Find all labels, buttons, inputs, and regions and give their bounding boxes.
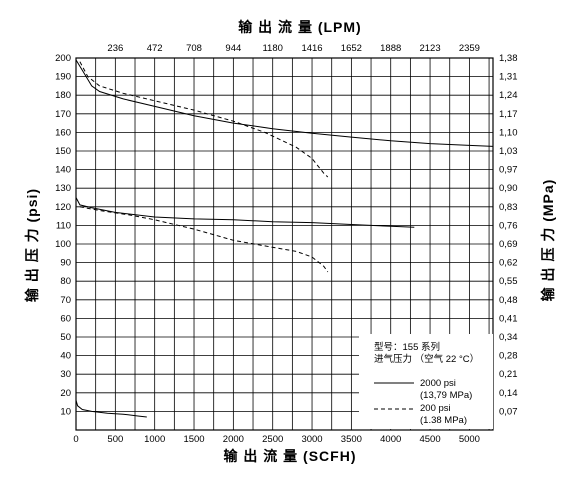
x-tick-label: 4000 <box>380 434 401 445</box>
right-tick-label: 1,17 <box>499 109 518 120</box>
top-tick-label: 2359 <box>459 43 480 54</box>
y-tick-label: 150 <box>55 146 71 157</box>
legend: 型号：155 系列 进气压力 （空气 22 °C） 2000 psi (13,7… <box>359 334 493 429</box>
legend-model: 型号：155 系列 <box>374 341 440 353</box>
y-tick-label: 70 <box>60 295 71 306</box>
tick-labels: 0 500 1000 1500 2000 2500 3000 3500 4000 4500 5000… <box>55 43 517 445</box>
series-line-solid <box>75 400 147 418</box>
top-axis-title: 输 出 流 量 (LPM) <box>238 19 361 35</box>
series-line-solid <box>75 197 415 228</box>
right-tick-label: 0,34 <box>499 332 518 343</box>
right-tick-label: 1,31 <box>499 72 518 83</box>
y-tick-label: 50 <box>60 332 71 343</box>
left-axis-title: 输 出 压 力 (psi) <box>24 188 40 302</box>
top-tick-label: 1180 <box>262 43 282 54</box>
legend-box <box>359 334 493 429</box>
plot-frame <box>75 57 494 431</box>
top-tick-label: 1416 <box>301 43 322 54</box>
legend-solid-label-1: 2000 psi <box>420 378 456 389</box>
right-tick-label: 0,48 <box>499 295 518 306</box>
series-line-solid <box>75 59 494 147</box>
y-tick-label: 80 <box>60 276 71 287</box>
right-tick-label: 0,83 <box>499 202 518 213</box>
y-tick-label: 40 <box>60 351 71 362</box>
right-tick-label: 0,97 <box>499 165 518 176</box>
legend-inlet: 进气压力 （空气 22 °C） <box>374 353 479 365</box>
top-tick-label: 1652 <box>341 43 362 54</box>
right-tick-label: 0,28 <box>499 351 518 362</box>
x-tick-label: 0 <box>73 434 78 445</box>
series-layer <box>75 59 494 418</box>
y-tick-label: 10 <box>60 406 71 417</box>
bottom-axis-title: 输 出 流 量 (SCFH) <box>224 448 357 464</box>
right-tick-label: 0,41 <box>499 313 518 324</box>
top-tick-label: 708 <box>186 43 202 54</box>
y-tick-label: 60 <box>60 313 71 324</box>
right-tick-label: 1,38 <box>499 53 518 64</box>
top-tick-label: 236 <box>107 43 123 54</box>
right-axis-title: 输 出 压 力 (MPa) <box>540 179 556 302</box>
top-tick-label: 2123 <box>419 43 440 54</box>
right-tick-label: 1,10 <box>499 127 518 138</box>
x-tick-label: 3500 <box>341 434 362 445</box>
y-tick-label: 30 <box>60 369 71 380</box>
y-tick-label: 110 <box>56 220 71 231</box>
series-line-dashed <box>79 206 329 273</box>
right-tick-label: 1,24 <box>499 90 518 101</box>
top-tick-label: 944 <box>225 43 241 54</box>
top-tick-label: 1888 <box>380 43 401 54</box>
x-tick-label: 1000 <box>144 434 165 445</box>
right-tick-label: 0,07 <box>499 406 518 417</box>
y-tick-label: 180 <box>55 90 71 101</box>
legend-dashed-label-2: (1.38 MPa) <box>420 415 467 426</box>
right-tick-label: 0,69 <box>499 239 518 250</box>
y-tick-label: 100 <box>55 239 71 250</box>
x-tick-label: 2500 <box>262 434 283 445</box>
y-tick-label: 200 <box>55 53 71 64</box>
top-tick-label: 472 <box>147 43 163 54</box>
y-tick-label: 120 <box>55 202 71 213</box>
y-tick-label: 90 <box>60 258 71 269</box>
right-tick-label: 0,76 <box>499 220 518 231</box>
x-tick-label: 2000 <box>223 434 244 445</box>
y-tick-label: 160 <box>55 127 71 138</box>
y-tick-label: 190 <box>55 72 71 83</box>
x-tick-label: 4500 <box>419 434 440 445</box>
x-tick-label: 1500 <box>183 434 204 445</box>
series-line-dashed <box>79 61 329 178</box>
right-tick-label: 1,03 <box>499 146 518 157</box>
y-tick-label: 20 <box>60 388 71 399</box>
x-tick-label: 3000 <box>301 434 322 445</box>
right-tick-label: 0,90 <box>499 183 518 194</box>
right-tick-label: 0,62 <box>499 258 518 269</box>
x-tick-label: 500 <box>107 434 123 445</box>
y-tick-label: 170 <box>55 109 71 120</box>
y-tick-label: 140 <box>55 165 71 176</box>
right-tick-label: 0,14 <box>499 388 518 399</box>
y-tick-label: 130 <box>55 183 71 194</box>
x-tick-label: 5000 <box>459 434 480 445</box>
right-tick-label: 0,21 <box>499 369 518 380</box>
right-tick-label: 0,55 <box>499 276 518 287</box>
legend-solid-label-2: (13,79 MPa) <box>420 390 472 401</box>
legend-dashed-label-1: 200 psi <box>420 403 451 414</box>
